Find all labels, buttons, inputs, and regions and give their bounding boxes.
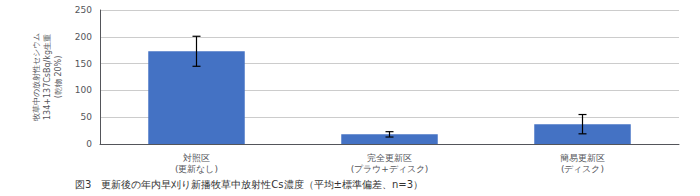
svg-text:簡易更新区: 簡易更新区 bbox=[560, 153, 605, 163]
svg-text:100: 100 bbox=[75, 85, 92, 95]
svg-text:0: 0 bbox=[86, 139, 92, 149]
svg-text:134+137CsBq/kg生重: 134+137CsBq/kg生重 bbox=[43, 34, 52, 120]
svg-text:図3 更新後の年内早刈り新播牧草中放射性Cs濃度（平均±標準: 図3 更新後の年内早刈り新播牧草中放射性Cs濃度（平均±標準偏差、n=3） bbox=[75, 179, 423, 190]
svg-text:(プラウ+ディスク): (プラウ+ディスク) bbox=[351, 164, 429, 174]
svg-text:(更新なし): (更新なし) bbox=[175, 164, 218, 174]
svg-text:牧草中の放射性セシウム: 牧草中の放射性セシウム bbox=[32, 33, 41, 121]
svg-text:完全更新区: 完全更新区 bbox=[367, 153, 412, 163]
svg-text:250: 250 bbox=[75, 5, 92, 15]
svg-text:(ディスク): (ディスク) bbox=[561, 164, 604, 174]
svg-text:対照区: 対照区 bbox=[183, 153, 210, 163]
svg-text:150: 150 bbox=[75, 59, 92, 69]
svg-text:(乾物 20%): (乾物 20%) bbox=[54, 56, 63, 99]
svg-text:50: 50 bbox=[81, 112, 93, 122]
svg-text:200: 200 bbox=[75, 32, 92, 42]
